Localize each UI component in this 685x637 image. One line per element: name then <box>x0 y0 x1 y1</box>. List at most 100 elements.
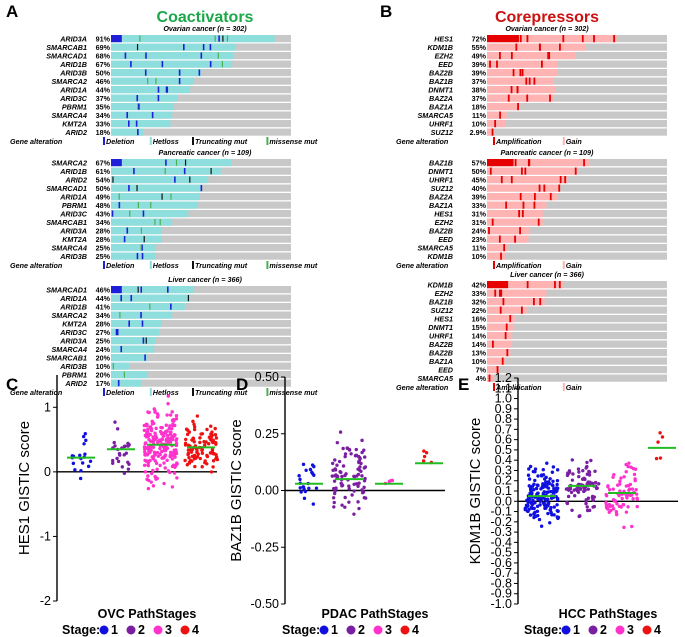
data-point <box>341 446 345 451</box>
gene-percent: 28% <box>96 227 111 236</box>
data-point <box>607 488 612 492</box>
oncoprint-event <box>505 201 508 209</box>
data-point <box>611 507 616 511</box>
oncoprint-altered <box>111 52 234 60</box>
oncoprint-event <box>526 281 529 289</box>
panel-letter: A <box>6 2 18 21</box>
data-point <box>352 512 356 516</box>
data-point <box>156 454 161 458</box>
oncoprint-event <box>521 210 524 218</box>
oncoprint-event <box>524 167 527 175</box>
oncoprint-altered <box>111 244 156 252</box>
oncoprint-event <box>521 69 524 77</box>
oncoprint-event <box>221 61 223 68</box>
data-point <box>594 486 599 491</box>
gene-percent: 25% <box>96 252 111 261</box>
oncoprint-altered <box>487 94 554 102</box>
data-point <box>154 436 159 440</box>
oncoprint-event <box>222 35 224 42</box>
oncoprint-deletion-block <box>111 35 122 43</box>
legend-item: Amplification <box>495 137 542 146</box>
oncoprint-altered <box>487 77 554 85</box>
data-point <box>185 463 190 467</box>
oncoprint-altered <box>111 379 142 387</box>
data-point <box>149 439 153 444</box>
oncoprint-event <box>209 61 212 68</box>
legend-swatch <box>192 388 194 396</box>
data-point <box>587 508 592 513</box>
data-point <box>569 490 574 495</box>
gene-percent: 68% <box>96 52 111 61</box>
data-point <box>533 467 538 471</box>
data-point <box>611 475 615 479</box>
data-point <box>628 482 633 487</box>
data-point <box>214 440 218 445</box>
data-point <box>170 410 174 414</box>
data-point <box>298 477 302 482</box>
oncoprint-row-bg <box>111 362 291 370</box>
gene-percent: 46% <box>96 286 111 295</box>
oncoprint-event <box>124 52 127 59</box>
data-point <box>301 485 306 490</box>
data-point <box>200 451 205 455</box>
stage-legend-label: Stage: <box>524 623 562 637</box>
data-point <box>151 468 155 473</box>
gene-name: DNMT1 <box>428 86 453 95</box>
oncoprint-altered <box>487 111 507 119</box>
data-point <box>546 511 550 516</box>
gene-name: EZH2 <box>435 289 453 298</box>
legend-title: Gene alteration <box>10 137 63 146</box>
y-tick-label: -2 <box>40 594 51 608</box>
data-point <box>71 461 76 466</box>
oncoprint-event <box>519 193 522 201</box>
data-point <box>192 425 197 429</box>
oncoprint-event <box>543 184 546 192</box>
oncoprint-altered <box>487 332 513 340</box>
gene-percent: 61% <box>96 167 111 176</box>
gene-name: EZH2 <box>435 218 453 227</box>
data-point <box>618 482 622 486</box>
data-point <box>153 431 157 435</box>
oncoprint-row-bg <box>111 252 291 260</box>
y-tick-label: -0.3 <box>490 525 512 539</box>
oncoprint-altered <box>111 60 232 68</box>
data-point <box>148 458 152 463</box>
oncoprint-row-bg <box>487 218 667 226</box>
data-point <box>622 525 626 530</box>
oncoprint-event <box>492 340 494 348</box>
oncoprint-event <box>137 286 139 293</box>
data-point <box>347 447 351 452</box>
data-point <box>211 451 215 456</box>
gene-percent: 39% <box>472 193 487 202</box>
data-point <box>551 479 555 483</box>
oncoprint-event <box>541 60 543 68</box>
data-point <box>145 434 149 439</box>
oncoprint-event <box>202 44 205 51</box>
data-point <box>86 464 91 469</box>
data-point <box>122 471 127 475</box>
oncoprint-row-bg <box>111 86 291 94</box>
oncoprint-event <box>537 218 540 226</box>
data-point <box>172 448 177 452</box>
data-point <box>527 497 532 501</box>
legend-item: Hetloss <box>153 261 179 270</box>
legend-item: Truncating mut <box>195 388 248 397</box>
oncoprint-event <box>548 52 551 60</box>
oncoprint-altered <box>487 374 495 382</box>
gene-percent: 11% <box>472 244 487 253</box>
data-point <box>539 487 543 491</box>
oncoprint-altered <box>111 218 173 226</box>
oncoprint-altered <box>487 306 527 314</box>
data-point <box>200 465 204 469</box>
oncoprint-event <box>506 349 509 357</box>
oncoprint-event <box>510 176 513 184</box>
oncoprint-row-bg <box>111 354 291 362</box>
data-point <box>151 484 156 488</box>
oncoprint-altered <box>111 159 232 167</box>
data-point <box>347 484 351 488</box>
data-point <box>191 419 195 424</box>
data-point <box>120 465 125 469</box>
gene-name: SUZ12 <box>431 306 453 315</box>
oncoprint-altered <box>487 86 556 94</box>
data-point <box>166 402 170 406</box>
